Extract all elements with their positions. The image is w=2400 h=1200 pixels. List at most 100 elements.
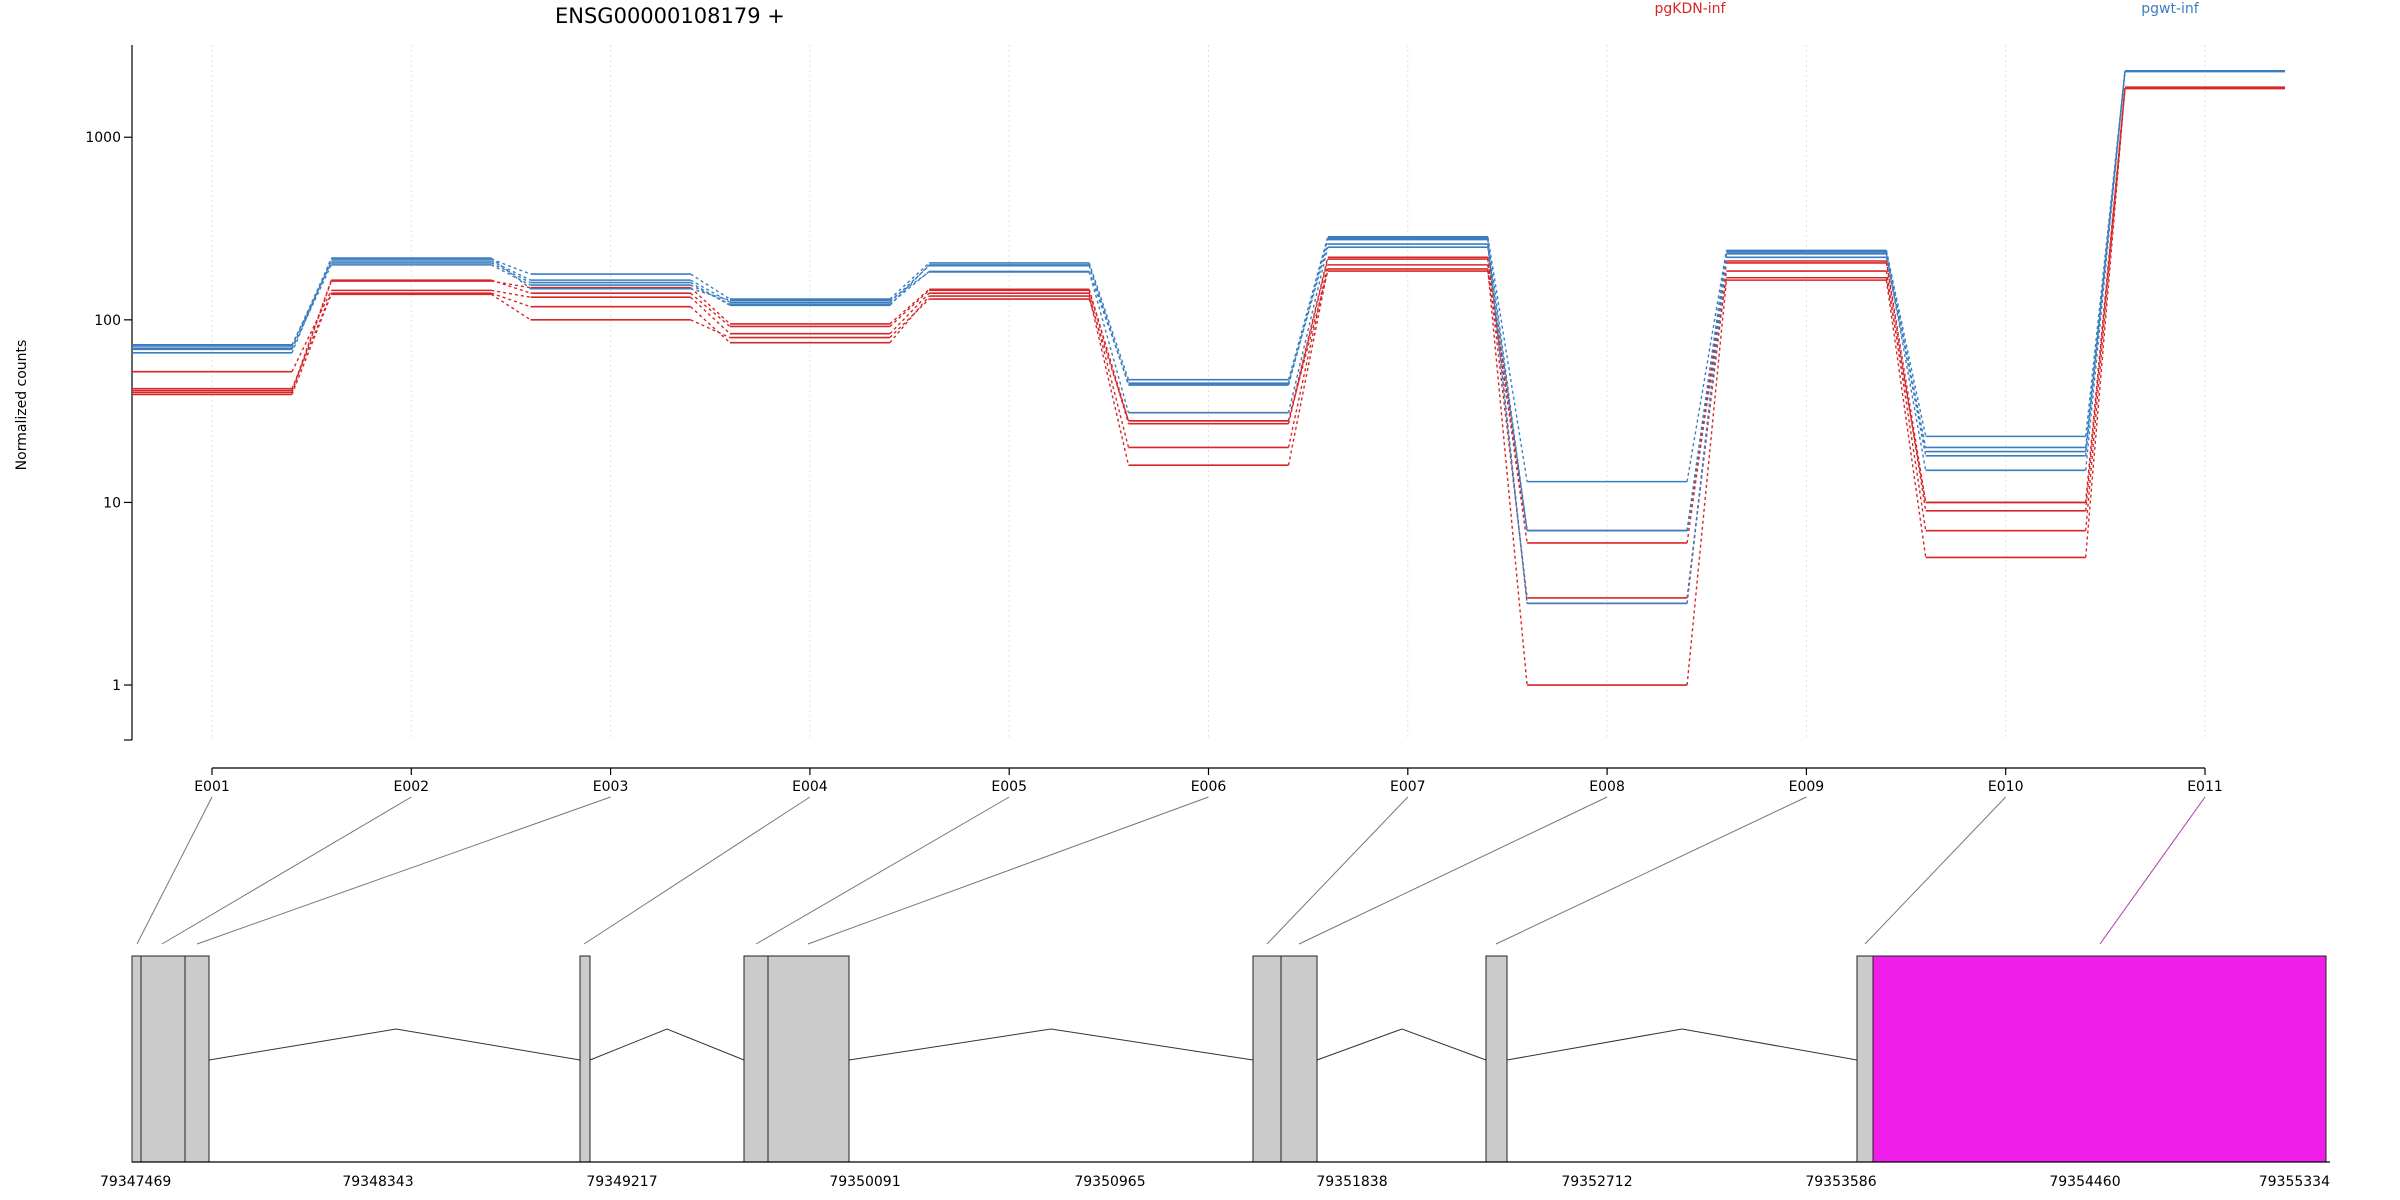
coordinate-label: 79348343 [342, 1174, 413, 1190]
y-tick-label: 1 [112, 678, 121, 694]
exon-box-5 [767, 955, 850, 1163]
series-1-rep-3-link-7 [1686, 253, 1728, 531]
series-0-rep-1-link-1 [491, 279, 531, 294]
series-0-rep-3-link-1 [491, 292, 531, 308]
x-tick-label-e011: E011 [2187, 779, 2223, 795]
y-tick-label: 1000 [85, 130, 121, 146]
series-1-rep-0-link-6 [1487, 236, 1528, 482]
series-0-rep-3-link-3 [889, 295, 930, 344]
series-1-rep-2-link-6 [1487, 243, 1528, 604]
series-1-rep-4-link-3 [889, 264, 930, 306]
intron-3 [1316, 1028, 1487, 1061]
series-0-rep-4-link-4 [1088, 298, 1130, 421]
coordinate-label: 79351838 [1316, 1174, 1387, 1190]
series-1-rep-1-link-2 [690, 279, 731, 303]
exon-box-1 [140, 955, 186, 1163]
series-1-rep-1-link-4 [1088, 265, 1130, 386]
series-1-rep-4-link-7 [1686, 250, 1728, 604]
x-tick-label-e009: E009 [1789, 779, 1825, 795]
series-0-rep-3-link-7 [1686, 280, 1728, 686]
series-1-rep-3-link-1 [490, 257, 532, 290]
series-0-rep-4-link-5 [1287, 270, 1329, 421]
x-tick-label-e007: E007 [1390, 779, 1426, 795]
series-0-rep-1-link-2 [690, 292, 731, 327]
series-0-rep-2-link-1 [491, 289, 531, 298]
connector-e008 [1298, 796, 1608, 945]
series-1-rep-0-link-4 [1088, 262, 1130, 380]
series-0-rep-1-link-3 [889, 289, 930, 327]
chart-title: ENSG00000108179 + [555, 4, 785, 28]
series-1-rep-4-link-8 [1885, 250, 1927, 456]
x-tick-label-e002: E002 [394, 779, 430, 795]
connector-e005 [755, 796, 1010, 945]
exon-box-0 [131, 955, 142, 1163]
series-0-rep-4-link-1 [490, 293, 531, 321]
grid-lines [211, 45, 2206, 740]
coordinate-label: 79350091 [829, 1174, 900, 1190]
coordinate-label: 79354460 [2049, 1174, 2120, 1190]
series-1-rep-2-link-1 [490, 264, 531, 286]
series-1-rep-4-link-1 [490, 262, 531, 284]
exon-box-highlighted [1872, 955, 2327, 1163]
series-1-rep-0-link-7 [1686, 250, 1728, 482]
series-0-rep-3-link-4 [1088, 295, 1130, 466]
series-1-rep-2-link-3 [889, 270, 930, 305]
series-1-rep-2-link-4 [1088, 271, 1130, 384]
series-1-rep-0-link-2 [690, 273, 731, 300]
exon-box-3 [579, 955, 591, 1163]
series-1-rep-0-link-3 [889, 262, 930, 300]
y-axis-title: Normalized counts [14, 340, 30, 471]
series-1-rep-4-link-2 [690, 281, 731, 306]
y-tick-label: 100 [94, 313, 121, 329]
series-1-rep-4-link-9 [2085, 71, 2126, 456]
connector-e010 [1864, 796, 2007, 945]
intron-2 [848, 1028, 1254, 1061]
x-tick-label-e010: E010 [1988, 779, 2024, 795]
series-1-rep-0-link-5 [1287, 236, 1329, 380]
gene-model: 79347469 79348343 79349217 79350091 79350965… [100, 955, 2330, 1190]
y-tick-label: 10 [103, 495, 121, 511]
series-1-rep-4-link-6 [1487, 239, 1528, 604]
series-0-rep-1-link-6 [1487, 259, 1528, 544]
series-0-rep-1-link-0 [291, 279, 332, 391]
connector-e003 [196, 796, 611, 945]
exon-box-4 [743, 955, 769, 1163]
series-1-rep-1-link-1 [490, 260, 531, 281]
exon-box-9 [1856, 955, 1874, 1163]
series-0-rep-1-link-5 [1287, 258, 1329, 424]
exon-connectors [136, 796, 2206, 945]
series-0-rep-0-link-2 [690, 287, 731, 325]
connector-e009 [1495, 796, 1807, 945]
series-1-rep-1-link-0 [291, 260, 332, 349]
series-0-rep-3-link-0 [291, 292, 332, 389]
coordinate-label: 79353586 [1805, 1174, 1876, 1190]
series-lines [132, 70, 2285, 686]
series-0-rep-1-link-4 [1088, 290, 1130, 424]
series-0-rep-3-link-6 [1487, 268, 1528, 686]
exon-box-8 [1485, 955, 1508, 1163]
connector-e001 [136, 796, 213, 945]
intron-0 [208, 1028, 581, 1061]
intron-4 [1506, 1028, 1858, 1061]
x-tick-label-e008: E008 [1589, 779, 1625, 795]
connector-e002 [161, 796, 412, 945]
axes: 1 10 100 1000 E001 E002 E003 E004 E005 E006 E007 E0… [85, 45, 2223, 795]
connector-e006 [807, 796, 1209, 945]
x-tick-label-e003: E003 [593, 779, 629, 795]
series-1-rep-3-link-5 [1287, 247, 1329, 413]
series-0-rep-4-link-2 [690, 319, 731, 339]
coordinate-label: 79350965 [1074, 1174, 1145, 1190]
exon-box-6 [1252, 955, 1282, 1163]
connector-e007 [1266, 796, 1409, 945]
series-1-rep-3-link-4 [1088, 271, 1130, 413]
exon-box-2 [184, 955, 210, 1163]
series-0-rep-2-link-5 [1287, 264, 1329, 448]
series-0-rep-4-link-8 [1885, 277, 1927, 503]
series-0-rep-2-link-9 [2085, 87, 2126, 531]
series-1-rep-3-link-0 [291, 257, 332, 354]
coordinate-label: 79347469 [100, 1174, 171, 1190]
series-1-rep-3-link-3 [889, 271, 930, 301]
connector-e004 [583, 796, 811, 945]
connector-e011 [2099, 796, 2206, 945]
series-0-rep-0-link-8 [1885, 260, 1927, 503]
